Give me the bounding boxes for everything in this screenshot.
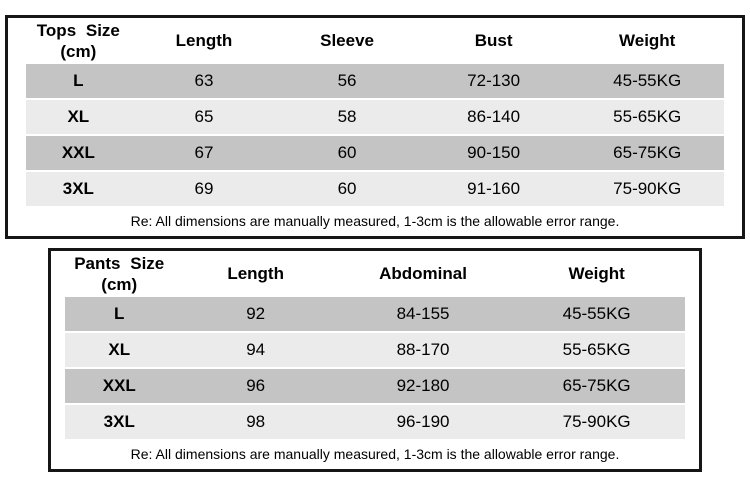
length-cell: 92: [246, 304, 266, 323]
abdominal-cell: 88-170: [396, 340, 450, 359]
pants-table-row-l: L 92 84-155 45-55KG: [51, 297, 699, 331]
size-cell: XXL: [102, 376, 136, 395]
sleeve-cell: 60: [337, 179, 357, 198]
pants-table-row-xxl: XXL 96 92-180 65-75KG: [51, 369, 699, 403]
length-cell: 96: [246, 376, 266, 395]
tops-measurement-note: Re: All dimensions are manually measured…: [8, 206, 742, 236]
weight-cell: 65-75KG: [562, 376, 631, 395]
tops-table-row-l: L 63 56 72-130 45-55KG: [8, 64, 742, 98]
size-cell: XL: [108, 340, 131, 359]
tops-title: Tops Size (cm): [26, 20, 131, 62]
size-cell: L: [114, 304, 125, 323]
length-cell: 98: [246, 412, 266, 431]
length-cell: 94: [246, 340, 266, 359]
length-cell: 69: [194, 179, 214, 198]
pants-title: Pants Size (cm): [65, 253, 174, 295]
size-cell: XXL: [61, 143, 95, 162]
tops-table-row-xxl: XXL 67 60 90-150 65-75KG: [8, 136, 742, 170]
weight-cell: 75-90KG: [562, 412, 631, 431]
tops-column-header-sleeve: Sleeve: [320, 31, 374, 50]
note-text: Re: All dimensions are manually measured…: [130, 446, 620, 462]
size-cell: XL: [67, 107, 90, 126]
pants-header-row: Pants Size (cm) Length Abdominal Weight: [51, 251, 699, 297]
pants-title-line1: Pants Size: [74, 254, 165, 273]
weight-cell: 55-65KG: [613, 107, 682, 126]
bust-cell: 72-130: [467, 71, 521, 90]
pants-measurement-note: Re: All dimensions are manually measured…: [51, 439, 699, 469]
weight-cell: 45-55KG: [562, 304, 631, 323]
tops-size-table: Tops Size (cm) Length Sleeve Bust Weight…: [5, 15, 745, 239]
sleeve-cell: 56: [337, 71, 357, 90]
length-cell: 63: [194, 71, 214, 90]
bust-cell: 86-140: [467, 107, 521, 126]
pants-table-row-xl: XL 94 88-170 55-65KG: [51, 333, 699, 367]
pants-column-header-weight: Weight: [568, 264, 625, 283]
bust-cell: 91-160: [467, 179, 521, 198]
weight-cell: 75-90KG: [613, 179, 682, 198]
size-cell: L: [73, 71, 84, 90]
pants-column-header-abdominal: Abdominal: [379, 264, 467, 283]
tops-column-header-length: Length: [175, 31, 233, 50]
weight-cell: 45-55KG: [613, 71, 682, 90]
pants-title-line2: (cm): [101, 275, 138, 294]
length-cell: 67: [194, 143, 214, 162]
sleeve-cell: 58: [337, 107, 357, 126]
abdominal-cell: 84-155: [396, 304, 450, 323]
size-cell: 3XL: [62, 179, 94, 198]
bust-cell: 90-150: [467, 143, 521, 162]
tops-table-row-xl: XL 65 58 86-140 55-65KG: [8, 100, 742, 134]
pants-table-row-3xl: 3XL 98 96-190 75-90KG: [51, 405, 699, 439]
pants-size-table: Pants Size (cm) Length Abdominal Weight …: [48, 248, 702, 472]
size-cell: 3XL: [103, 412, 135, 431]
weight-cell: 65-75KG: [613, 143, 682, 162]
pants-column-header-length: Length: [227, 264, 284, 283]
tops-table-row-3xl: 3XL 69 60 91-160 75-90KG: [8, 172, 742, 206]
tops-title-line2: (cm): [60, 42, 97, 61]
sleeve-cell: 60: [337, 143, 357, 162]
tops-column-header-weight: Weight: [619, 31, 676, 50]
abdominal-cell: 92-180: [396, 376, 450, 395]
note-text: Re: All dimensions are manually measured…: [130, 213, 620, 229]
abdominal-cell: 96-190: [396, 412, 450, 431]
tops-column-header-bust: Bust: [474, 31, 513, 50]
tops-title-line1: Tops Size: [36, 21, 120, 40]
tops-header-row: Tops Size (cm) Length Sleeve Bust Weight: [8, 18, 742, 64]
length-cell: 65: [194, 107, 214, 126]
weight-cell: 55-65KG: [562, 340, 631, 359]
